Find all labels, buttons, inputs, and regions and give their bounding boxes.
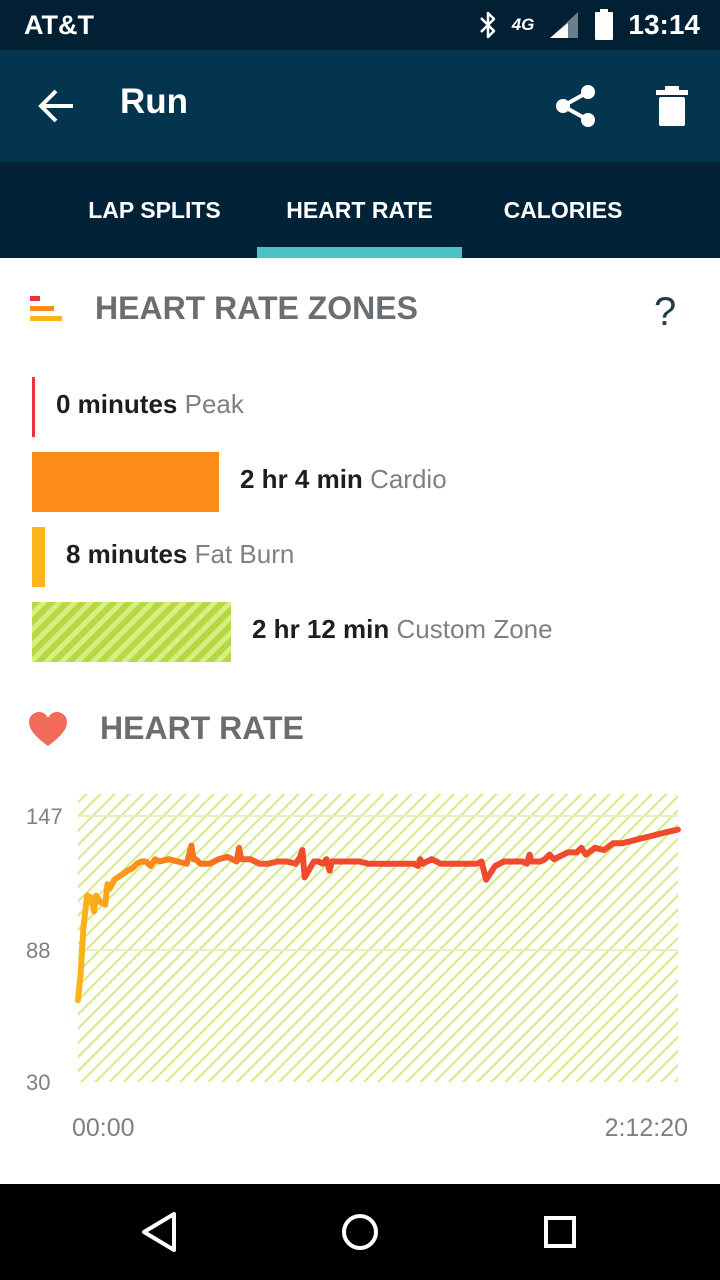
y-tick-label: 88 — [26, 938, 50, 963]
status-icons: 4G 13:14 — [478, 8, 700, 42]
custom-zone-band — [78, 794, 678, 1082]
zone-row-fat-burn: 8 minutes Fat Burn — [32, 527, 712, 587]
zones-title: HEART RATE ZONES — [95, 290, 418, 326]
share-icon[interactable] — [554, 84, 598, 128]
heart-rate-header: HEART RATE — [0, 700, 720, 760]
zone-bar-cardio — [32, 452, 219, 512]
signal-icon — [550, 12, 579, 38]
zone-bar-custom — [32, 602, 231, 662]
system-nav-bar — [0, 1184, 720, 1280]
bluetooth-icon — [479, 11, 495, 39]
status-bar: AT&T 4G 13:14 — [0, 0, 720, 50]
clock-label: 13:14 — [628, 9, 700, 40]
carrier-label: AT&T — [24, 10, 94, 40]
tab-lap-splits[interactable]: LAP SPLITS — [52, 162, 257, 258]
y-tick-label: 30 — [26, 1070, 50, 1095]
page-title: Run — [120, 82, 189, 121]
app-bar: Run — [0, 50, 720, 162]
zone-name: Fat Burn — [194, 539, 295, 569]
back-arrow-icon[interactable] — [36, 84, 76, 128]
heart-rate-title: HEART RATE — [100, 710, 304, 746]
zone-row-custom: 2 hr 12 min Custom Zone — [32, 602, 712, 662]
heart-rate-line — [75, 826, 681, 1004]
zone-value: 2 hr 12 min — [252, 614, 390, 644]
y-tick-label: 147 — [26, 804, 63, 829]
tab-heart-rate[interactable]: HEART RATE — [257, 162, 462, 258]
zones-icon — [30, 296, 62, 321]
zone-row-cardio: 2 hr 4 min Cardio — [32, 452, 712, 512]
tab-calories[interactable]: CALORIES — [462, 162, 664, 258]
back-nav-icon[interactable] — [126, 1198, 194, 1266]
recents-nav-icon[interactable] — [526, 1198, 594, 1266]
home-nav-icon[interactable] — [326, 1198, 394, 1266]
zone-value: 8 minutes — [66, 539, 188, 569]
heart-icon — [29, 712, 67, 746]
battery-icon — [595, 9, 614, 40]
network-type-label: 4G — [511, 15, 535, 34]
zone-bar-peak — [32, 377, 35, 437]
zone-name: Peak — [184, 389, 244, 419]
heart-rate-chart: 147 88 30 00:00 2:12:20 — [26, 794, 688, 1142]
tab-bar: LAP SPLITS HEART RATE CALORIES — [0, 162, 720, 258]
x-tick-label: 00:00 — [72, 1114, 135, 1142]
zone-bar-fat-burn — [32, 527, 45, 587]
x-tick-label: 2:12:20 — [605, 1114, 688, 1142]
zone-name: Custom Zone — [396, 614, 553, 644]
help-icon[interactable]: ? — [654, 290, 677, 334]
zone-value: 2 hr 4 min — [240, 464, 363, 494]
zone-row-peak: 0 minutes Peak — [32, 377, 712, 437]
zone-name: Cardio — [370, 464, 447, 494]
tab-label: HEART RATE — [286, 196, 433, 223]
tab-label: LAP SPLITS — [88, 196, 221, 223]
tab-label: CALORIES — [503, 196, 623, 223]
delete-icon[interactable] — [654, 84, 690, 128]
zones-header: HEART RATE ZONES ? — [0, 280, 720, 340]
zone-value: 0 minutes — [56, 389, 178, 419]
